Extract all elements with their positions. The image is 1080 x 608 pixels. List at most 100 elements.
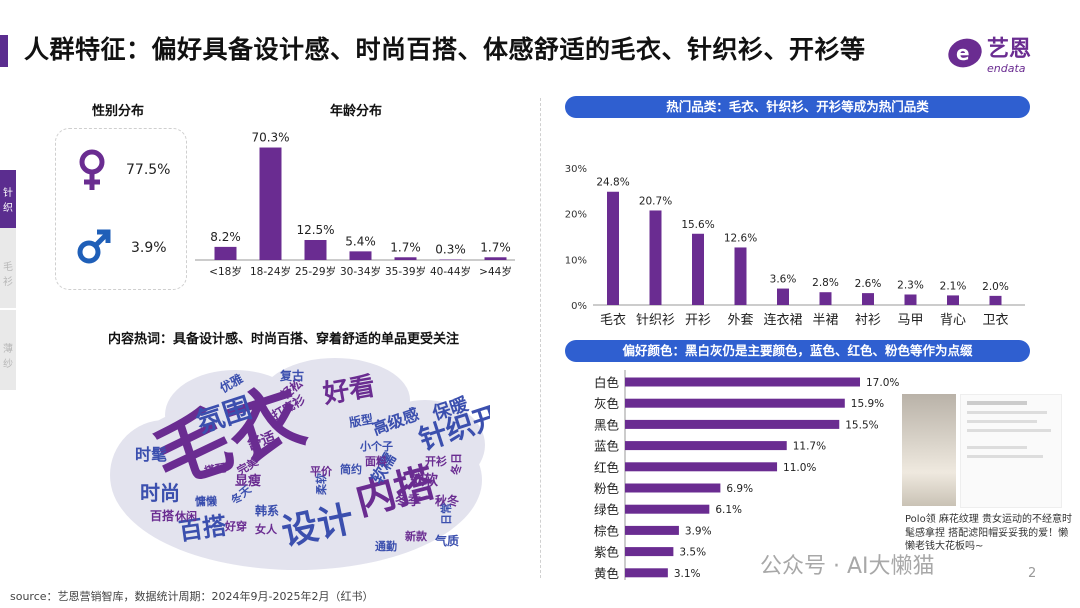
category-value-label: 2.6% (855, 278, 882, 290)
age-tick-label: >44岁 (479, 265, 512, 278)
color-bar (625, 483, 721, 493)
age-value-label: 8.2% (210, 230, 241, 244)
age-tick-label: 25-29岁 (295, 265, 336, 278)
cloud-word: 好穿 (224, 519, 247, 533)
cloud-word: 新款 (405, 529, 428, 543)
color-bar (625, 504, 710, 514)
cloud-word: 女人 (255, 522, 278, 536)
cloud-word: 通勤 (375, 539, 397, 553)
category-bar (734, 247, 747, 305)
cloud-word: 软软 (410, 472, 439, 489)
color-bar (625, 462, 778, 472)
color-tick-label: 黑色 (594, 417, 620, 432)
color-bar (625, 568, 668, 578)
cloud-word: 复古 (279, 368, 304, 383)
cloud-word: 气质 (434, 533, 459, 548)
cloud-word: 冬季 (395, 493, 421, 509)
color-bar (625, 441, 787, 451)
age-bar (394, 257, 417, 260)
category-tick-label: 马甲 (897, 313, 923, 328)
wordcloud-heading: 内容热词：具备设计感、时尚百搭、穿着舒适的单品更受关注 (108, 332, 460, 347)
female-icon (79, 149, 105, 190)
color-value-label: 11.0% (783, 462, 816, 474)
color-value-label: 3.1% (674, 568, 701, 580)
logo-en: endata (987, 62, 1026, 75)
cloud-word: 时髦 (135, 445, 167, 464)
male-pct: 3.9% (131, 240, 167, 256)
category-bar (819, 292, 832, 305)
category-bar (607, 191, 619, 305)
category-value-label: 24.8% (596, 177, 629, 189)
category-bar (862, 293, 874, 305)
category-tick-label: 针织衫 (636, 313, 675, 328)
age-value-label: 0.3% (435, 243, 466, 257)
section-divider (540, 98, 542, 578)
category-value-label: 2.1% (940, 280, 967, 292)
age-value-label: 1.7% (480, 240, 511, 254)
logo-cn: 艺恩 (987, 36, 1031, 62)
cloud-word: 慵懒 (195, 494, 217, 508)
cloud-word: 百搭 (150, 508, 175, 523)
color-bar (625, 377, 860, 387)
age-tick-label: 35-39岁 (385, 265, 426, 278)
category-value-label: 3.6% (770, 274, 797, 286)
color-value-label: 17.0% (866, 377, 899, 389)
category-tick-label: 衬衫 (855, 313, 881, 328)
cloud-word: 面料 (365, 454, 387, 468)
age-bar (259, 147, 282, 260)
side-tabs: 针织 毛衫 薄纱 (0, 170, 18, 410)
note-photo (902, 394, 956, 506)
category-bar (989, 295, 1002, 305)
category-y-tick: 10% (565, 255, 587, 266)
side-tab-sweater[interactable]: 毛衫 (0, 228, 16, 308)
age-value-label: 1.7% (390, 240, 421, 254)
age-chart: 8.2% <18岁 70.3% 18-24岁 12.5% 25-29岁 5.4% 30-34岁… (195, 131, 515, 278)
color-bar (625, 547, 674, 557)
color-tick-label: 灰色 (594, 396, 620, 411)
category-chart: 0% 10% 20% 30% 24.8% 毛衣 20.7% 针织衫 15.6% 开衫 12.6% 外套… (565, 164, 1025, 328)
watermark: 公众号 · AI大懒猫 (760, 554, 935, 579)
endata-logo: e 艺恩 endata (948, 36, 1031, 75)
color-value-label: 6.9% (726, 483, 753, 495)
title-accent-bar (0, 35, 8, 67)
color-header-pill: 偏好颜色：黑白灰仍是主要颜色，蓝色、红色、粉色等作为点缀 (565, 340, 1030, 362)
cloud-word: 小个子 (359, 439, 393, 453)
side-tab-knit[interactable]: 针织 (0, 170, 16, 228)
cloud-word: 冬日 (449, 453, 463, 475)
category-value-label: 12.6% (724, 232, 757, 244)
color-tick-label: 棕色 (594, 523, 620, 538)
category-value-label: 2.3% (897, 279, 924, 291)
age-value-label: 5.4% (345, 234, 376, 248)
age-tick-label: 30-34岁 (340, 265, 381, 278)
cloud-word: 版型 (348, 411, 374, 430)
age-heading: 年龄分布 (330, 104, 383, 119)
category-tick-label: 外套 (727, 312, 753, 328)
color-tick-label: 绿色 (594, 502, 620, 517)
color-value-label: 11.7% (793, 441, 826, 453)
age-bar (214, 246, 237, 260)
category-tick-label: 开衫 (685, 313, 711, 328)
gender-card (55, 128, 187, 290)
color-value-label: 6.1% (715, 504, 742, 516)
color-value-label: 15.9% (851, 398, 884, 410)
age-bar (349, 251, 372, 260)
color-bar (625, 398, 845, 408)
gender-heading: 性别分布 (92, 104, 145, 119)
category-tick-label: 背心 (940, 313, 966, 328)
category-tick-label: 卫衣 (982, 312, 1008, 328)
male-icon (77, 229, 111, 264)
age-tick-label: 18-24岁 (250, 265, 291, 278)
cloud-word: 休闲 (174, 509, 197, 523)
color-value-label: 15.5% (845, 419, 878, 431)
side-tab-gauze[interactable]: 薄纱 (0, 310, 16, 390)
female-pct: 77.5% (126, 162, 171, 178)
color-tick-label: 粉色 (594, 481, 620, 496)
color-chart: 白色 17.0% 灰色 15.9% 黑色 15.5% 蓝色 11.7% 红色 11.0% 粉色 6.9… (594, 370, 899, 581)
color-tick-label: 紫色 (594, 545, 620, 560)
cloud-word: 日常 (439, 503, 453, 525)
cloud-word: 开衫 (425, 454, 447, 468)
cloud-word: 柔软 (314, 472, 328, 496)
cloud-word: 百搭 (177, 512, 228, 546)
category-y-tick: 30% (565, 164, 587, 175)
